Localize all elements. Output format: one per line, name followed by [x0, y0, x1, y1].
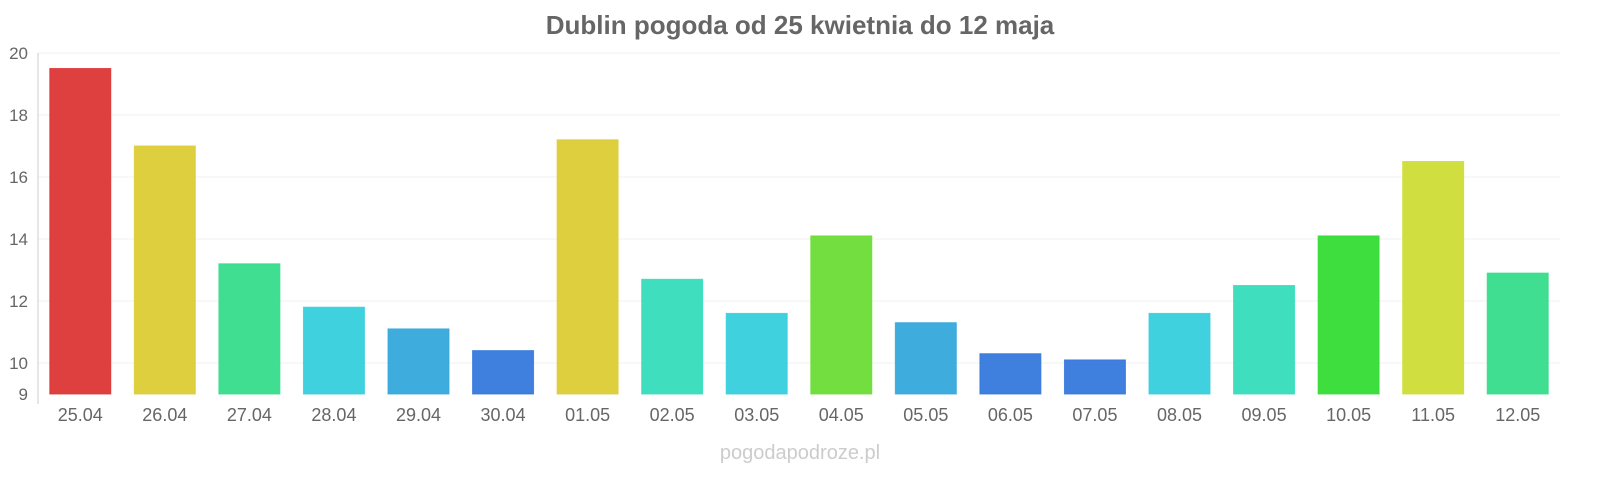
- x-tick-label: 08.05: [1157, 405, 1202, 425]
- bar: [1402, 161, 1465, 395]
- chart-title: Dublin pogoda od 25 kwietnia do 12 maja: [545, 10, 1055, 40]
- bar: [1063, 359, 1126, 395]
- bar: [1486, 272, 1549, 395]
- x-tick-label: 07.05: [1072, 405, 1117, 425]
- bar: [810, 235, 873, 395]
- x-tick-label: 01.05: [565, 405, 610, 425]
- bar: [641, 278, 704, 395]
- bar: [894, 322, 957, 395]
- x-tick-label: 30.04: [481, 405, 526, 425]
- x-tick-label: 25.04: [58, 405, 103, 425]
- x-tick-label: 29.04: [396, 405, 441, 425]
- bar: [725, 312, 788, 395]
- y-tick-label: 10: [9, 354, 28, 373]
- x-tick-label: 05.05: [903, 405, 948, 425]
- y-tick-label: 16: [9, 168, 28, 187]
- x-tick-label: 26.04: [142, 405, 187, 425]
- x-tick-label: 10.05: [1326, 405, 1371, 425]
- bar: [49, 68, 112, 395]
- y-tick-label: 9: [19, 385, 28, 404]
- y-tick-label: 18: [9, 106, 28, 125]
- bar: [979, 353, 1042, 395]
- bar: [133, 145, 196, 395]
- bar: [556, 139, 619, 395]
- x-tick-label: 06.05: [988, 405, 1033, 425]
- bar: [1233, 285, 1296, 395]
- x-tick-label: 04.05: [819, 405, 864, 425]
- x-tick-label: 12.05: [1495, 405, 1540, 425]
- bar: [1317, 235, 1380, 395]
- x-tick-label: 28.04: [311, 405, 356, 425]
- y-tick-label: 12: [9, 292, 28, 311]
- x-tick-label: 11.05: [1411, 405, 1455, 425]
- y-tick-label: 20: [9, 44, 28, 63]
- y-tick-label: 14: [9, 230, 28, 249]
- bar: [218, 263, 281, 395]
- bar: [1148, 312, 1211, 395]
- x-tick-label: 27.04: [227, 405, 272, 425]
- bar: [472, 350, 535, 395]
- bar: [387, 328, 450, 395]
- x-tick-label: 03.05: [734, 405, 779, 425]
- bar: [302, 306, 365, 395]
- x-tick-label: 09.05: [1242, 405, 1287, 425]
- source-credit: pogodapodroze.pl: [719, 442, 881, 464]
- x-tick-label: 02.05: [650, 405, 695, 425]
